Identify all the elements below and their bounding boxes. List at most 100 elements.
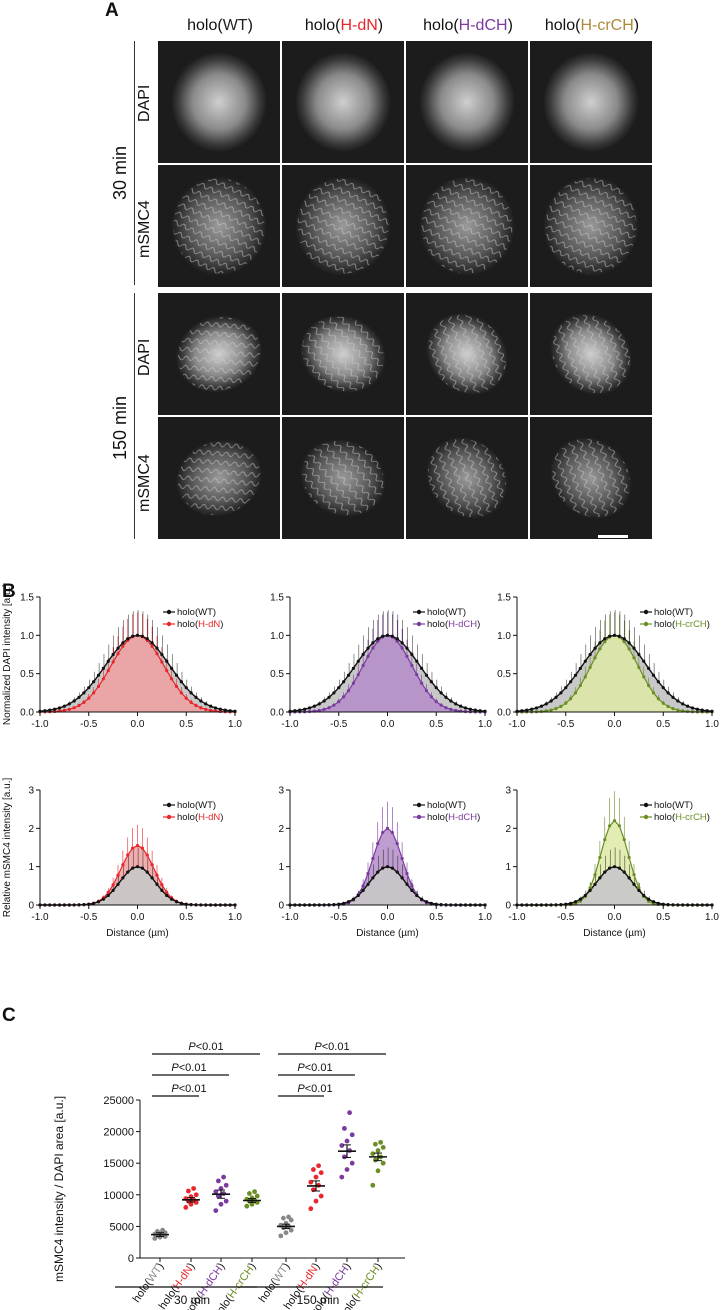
wt-point <box>622 870 626 874</box>
wt-point <box>415 659 419 663</box>
wt-point <box>116 646 120 650</box>
mutant-point <box>106 890 110 895</box>
legend-marker <box>416 802 422 808</box>
wt-point <box>322 699 326 703</box>
wt-point <box>539 704 543 708</box>
scatter-point <box>342 1126 347 1131</box>
significance-bracket: P<0.01 <box>278 1041 386 1055</box>
wt-point <box>223 708 227 712</box>
legend-label: holo(H-dCH) <box>427 812 480 823</box>
wt-point <box>454 702 458 706</box>
wt-point <box>126 637 130 641</box>
wt-point <box>303 707 307 711</box>
legend-label: holo(WT) <box>654 607 693 618</box>
wt-point <box>351 897 355 901</box>
x-tick-label: -0.5 <box>330 912 348 923</box>
mutant-point <box>647 683 651 688</box>
mutant-point <box>385 826 390 830</box>
y-tick-label: 1.5 <box>497 593 511 604</box>
micrograph-tile <box>158 41 280 163</box>
time-label-150: 150 min <box>110 395 130 460</box>
wt-point <box>390 634 394 638</box>
wt-point <box>564 686 568 690</box>
wt-point <box>700 708 704 712</box>
scatter-point <box>188 1201 194 1207</box>
x-axis-label: Distance (µm) <box>583 928 645 939</box>
wt-point <box>593 646 597 650</box>
wt-point <box>194 695 198 699</box>
mutant-point <box>390 830 394 835</box>
mutant-point <box>92 691 96 695</box>
micrograph-tile <box>282 293 404 415</box>
wt-point <box>121 641 125 645</box>
legend-label: holo(H-dCH) <box>427 619 480 630</box>
mutant-point <box>155 652 159 656</box>
mutant-point <box>627 855 631 860</box>
scatter-group: holo(WT) <box>257 1214 295 1305</box>
x-tick-label: 1.0 <box>705 719 719 730</box>
scatter-point <box>252 1189 257 1195</box>
wt-point <box>573 673 578 677</box>
x-axis-label: Distance (µm) <box>106 928 168 939</box>
wt-point <box>588 888 592 892</box>
y-tick-label: 3 <box>278 786 284 797</box>
wt-point <box>174 673 179 677</box>
mutant-point <box>371 856 375 861</box>
mutant-point <box>96 684 101 689</box>
x-tick-label: 0.5 <box>429 719 443 730</box>
x-tick-label: 1.0 <box>228 912 242 923</box>
scatter-point <box>152 1236 158 1241</box>
row-label-dapi-30: DAPI <box>136 84 153 122</box>
wt-point <box>400 876 404 880</box>
wt-point <box>356 659 360 663</box>
scatter-point <box>313 1174 319 1180</box>
mutant-point <box>415 673 419 677</box>
y-tick-label: 1.0 <box>270 631 284 642</box>
mutant-point <box>405 654 409 658</box>
scatter-point <box>378 1139 383 1145</box>
wt-point <box>77 695 81 699</box>
profile-chart: 0.0 0.5 1.0 1.5 -1.0 -0.5 0.0 0.5 1.0 Normalized … <box>2 585 242 730</box>
mutant-point <box>578 683 582 688</box>
scatter-group: holo(WT) <box>131 1227 169 1305</box>
time-label-30: 30 min <box>110 145 130 200</box>
mutant-point <box>184 696 188 700</box>
wt-point <box>569 901 573 905</box>
wt-point <box>410 888 414 892</box>
legend-marker <box>416 621 422 627</box>
mutant-point <box>121 644 125 648</box>
mutant-point <box>111 883 115 887</box>
wt-point <box>101 897 105 901</box>
y-tick-label: 10000 <box>103 1190 134 1202</box>
time-bracket-150 <box>134 293 135 539</box>
wt-point <box>376 870 380 874</box>
mutant-point <box>603 838 607 842</box>
scatter-point <box>373 1157 378 1163</box>
wt-point <box>593 882 597 886</box>
y-tick-label: 0 <box>278 901 284 912</box>
scatter-point <box>247 1191 252 1196</box>
mutant-point <box>361 884 365 888</box>
scatter-point <box>286 1214 291 1220</box>
legend-marker <box>166 609 172 615</box>
profile-charts: 0.0 0.5 1.0 1.5 -1.0 -0.5 0.0 0.5 1.0 Normalized … <box>2 585 719 939</box>
y-axis-label: mSMC4 intensity / DAPI area [a.u.] <box>52 1096 66 1282</box>
mutant-area <box>40 635 235 712</box>
column-header: holo(H-crCH) <box>544 17 640 34</box>
wt-point <box>189 691 193 695</box>
mutant-point <box>661 701 665 705</box>
micrograph-tile <box>158 417 280 539</box>
scatter-point <box>193 1192 199 1198</box>
x-axis-label: Distance (µm) <box>356 928 418 939</box>
wt-point <box>170 897 174 901</box>
mutant-point <box>77 703 81 708</box>
wt-point <box>525 708 529 712</box>
mutant-point <box>424 689 429 693</box>
wt-point <box>429 901 433 905</box>
mutant-point <box>150 863 154 867</box>
wt-point <box>145 637 149 641</box>
x-tick-label: -1.0 <box>281 912 299 923</box>
wt-point <box>155 646 159 650</box>
mutant-point <box>564 701 568 705</box>
wt-point <box>67 702 71 706</box>
